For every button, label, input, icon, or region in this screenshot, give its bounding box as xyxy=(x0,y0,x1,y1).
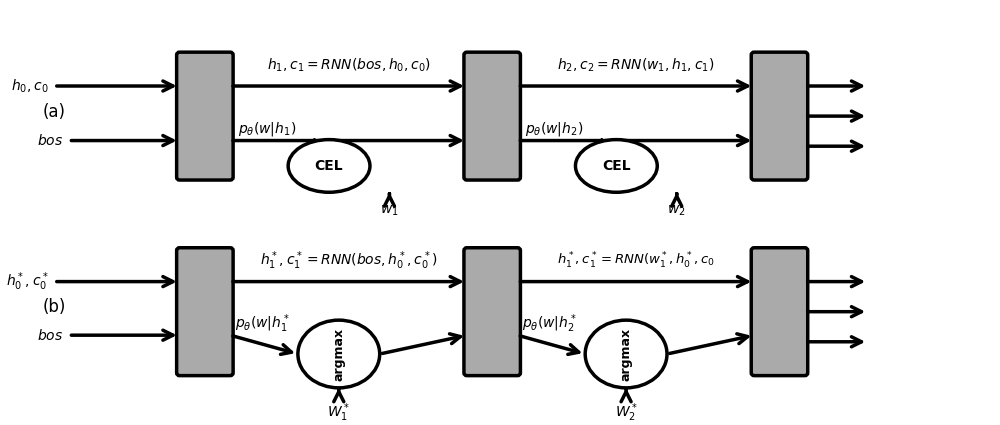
Ellipse shape xyxy=(585,320,667,388)
Text: CEL: CEL xyxy=(602,159,631,173)
Text: $w_1$: $w_1$ xyxy=(380,204,399,218)
FancyBboxPatch shape xyxy=(464,52,520,180)
Text: $h_2,c_2=RNN(w_1,h_1,c_1)$: $h_2,c_2=RNN(w_1,h_1,c_1)$ xyxy=(557,57,715,74)
FancyBboxPatch shape xyxy=(751,248,808,376)
Text: $h_1^*,c_1^*=RNN(bos,h_0^*,c_0^*)$: $h_1^*,c_1^*=RNN(bos,h_0^*,c_0^*)$ xyxy=(260,249,437,272)
FancyBboxPatch shape xyxy=(177,248,233,376)
Text: $p_{\theta}(w|h_1^*$: $p_{\theta}(w|h_1^*$ xyxy=(235,313,290,335)
FancyBboxPatch shape xyxy=(751,52,808,180)
Text: $W_2^*$: $W_2^*$ xyxy=(615,401,638,424)
FancyBboxPatch shape xyxy=(177,52,233,180)
Text: $p_{\theta}(w|h_2)$: $p_{\theta}(w|h_2)$ xyxy=(525,120,583,138)
Ellipse shape xyxy=(575,139,657,192)
Text: CEL: CEL xyxy=(315,159,343,173)
Text: $W_1^*$: $W_1^*$ xyxy=(327,401,350,424)
Text: $h_1^*,c_1^*=RNN(w_1^*,h_0^*,c_0$: $h_1^*,c_1^*=RNN(w_1^*,h_0^*,c_0$ xyxy=(557,251,715,271)
Text: $p_{\theta}(w|h_1)$: $p_{\theta}(w|h_1)$ xyxy=(238,120,296,138)
Text: argmax: argmax xyxy=(620,327,633,380)
Text: argmax: argmax xyxy=(332,327,345,380)
FancyBboxPatch shape xyxy=(464,248,520,376)
Ellipse shape xyxy=(298,320,380,388)
Ellipse shape xyxy=(288,139,370,192)
Text: (a): (a) xyxy=(42,103,65,122)
Text: $p_{\theta}(w|h_2^*$: $p_{\theta}(w|h_2^*$ xyxy=(522,313,577,335)
Text: $bos$: $bos$ xyxy=(37,328,64,343)
Text: $bos$: $bos$ xyxy=(37,133,64,148)
Text: $w_2$: $w_2$ xyxy=(667,204,686,218)
Text: $h_0,c_0$: $h_0,c_0$ xyxy=(11,77,49,95)
Text: $h_1,c_1=RNN(bos,h_0,c_0)$: $h_1,c_1=RNN(bos,h_0,c_0)$ xyxy=(267,57,431,74)
Text: $h_0^*,c_0^*$: $h_0^*,c_0^*$ xyxy=(6,270,49,293)
Text: (b): (b) xyxy=(42,298,66,316)
